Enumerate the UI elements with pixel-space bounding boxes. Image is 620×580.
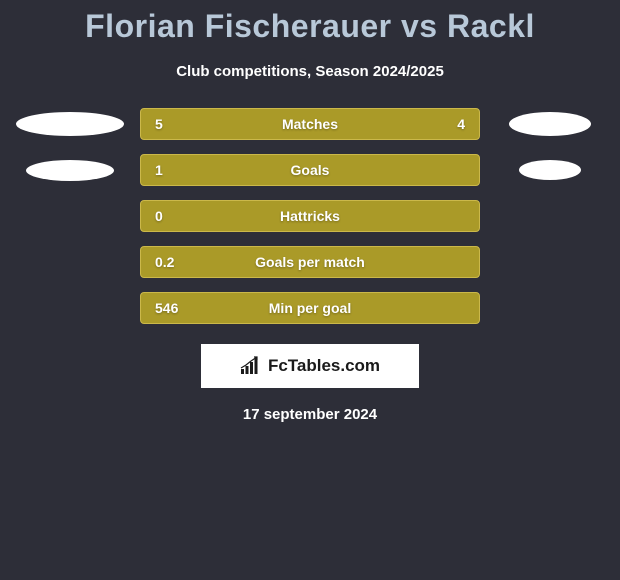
stat-row: 0Hattricks [0, 200, 620, 232]
left-ellipse-wrap [0, 112, 140, 136]
date-text: 17 september 2024 [0, 406, 620, 423]
stat-bar: 54Matches [140, 108, 480, 140]
stat-label: Min per goal [141, 300, 479, 316]
right-ellipse-wrap [480, 160, 620, 180]
stat-bar: 0.2Goals per match [140, 246, 480, 278]
comparison-chart: 54Matches 1Goals 0Hattricks 0.2Goals per ma… [0, 108, 620, 324]
stat-bar: 0Hattricks [140, 200, 480, 232]
stat-bar: 1Goals [140, 154, 480, 186]
stat-row: 1Goals [0, 154, 620, 186]
stat-row: 546Min per goal [0, 292, 620, 324]
subtitle: Club competitions, Season 2024/2025 [0, 63, 620, 80]
left-ellipse-wrap [0, 160, 140, 181]
stat-row: 0.2Goals per match [0, 246, 620, 278]
stat-label: Goals per match [141, 254, 479, 270]
left-ellipse [26, 160, 114, 181]
logo-text: FcTables.com [268, 356, 380, 376]
right-ellipse [519, 160, 581, 180]
stat-label: Matches [141, 116, 479, 132]
stat-row: 54Matches [0, 108, 620, 140]
page-title: Florian Fischerauer vs Rackl [0, 0, 620, 45]
right-ellipse-wrap [480, 112, 620, 136]
stat-label: Hattricks [141, 208, 479, 224]
barchart-icon [240, 356, 262, 376]
right-ellipse [509, 112, 591, 136]
stat-bar: 546Min per goal [140, 292, 480, 324]
left-ellipse [16, 112, 124, 136]
stat-label: Goals [141, 162, 479, 178]
logo-badge: FcTables.com [201, 344, 419, 388]
